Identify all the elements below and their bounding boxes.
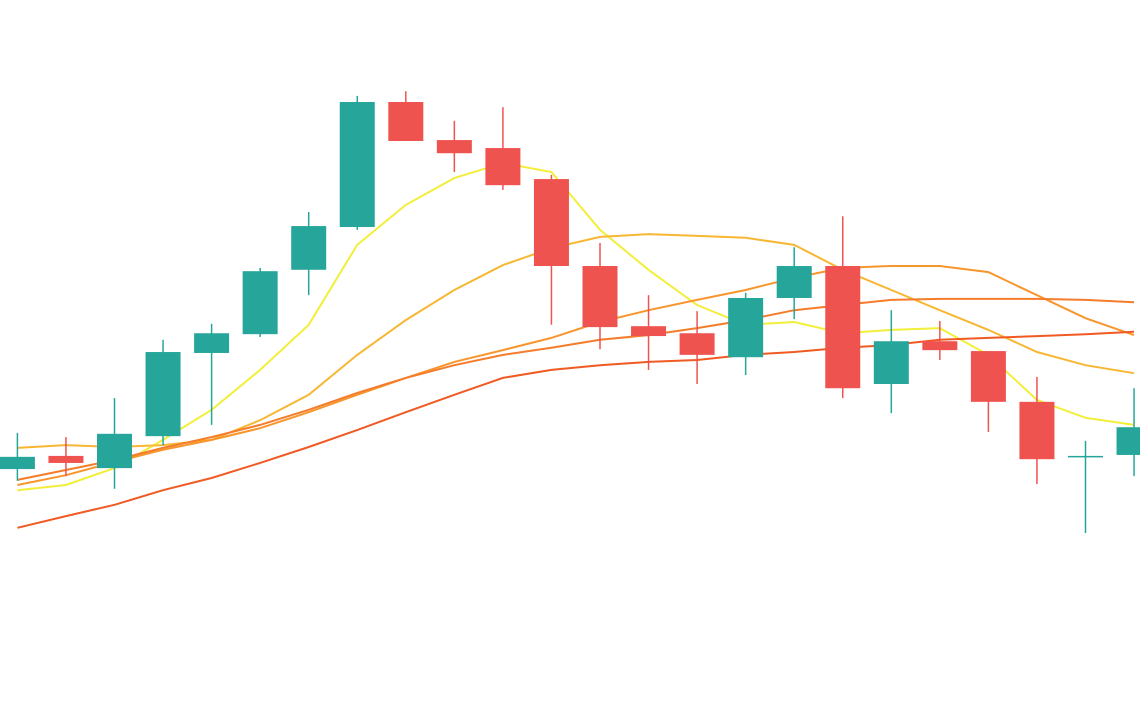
candle-body bbox=[339, 101, 375, 228]
candle-body bbox=[533, 179, 569, 267]
candle-body bbox=[145, 352, 181, 437]
moving-average-line bbox=[17, 297, 1135, 481]
candle-body bbox=[1019, 401, 1055, 460]
candle-body bbox=[0, 456, 35, 470]
candle-body bbox=[436, 140, 472, 154]
candles bbox=[0, 91, 1140, 533]
candle-body bbox=[728, 297, 764, 358]
candle-body bbox=[1116, 427, 1140, 455]
candle-body bbox=[922, 341, 958, 351]
candle-body bbox=[970, 351, 1006, 402]
candle-body bbox=[776, 266, 812, 298]
candle-body bbox=[825, 266, 861, 389]
candle-body bbox=[873, 341, 909, 384]
candle-body bbox=[242, 271, 278, 335]
moving-average-line bbox=[17, 162, 1135, 492]
candle-body bbox=[291, 226, 327, 270]
candle-body bbox=[631, 326, 667, 337]
moving-average-line bbox=[17, 265, 1135, 486]
candle-body bbox=[485, 148, 521, 186]
moving-averages bbox=[17, 162, 1135, 529]
moving-average-line bbox=[17, 330, 1135, 529]
candle-body bbox=[388, 101, 424, 141]
candle-body bbox=[97, 433, 132, 469]
candle-body bbox=[48, 455, 84, 463]
moving-average-line bbox=[17, 233, 1135, 449]
candle-body bbox=[582, 266, 618, 328]
candle-body bbox=[194, 333, 230, 353]
candle-body bbox=[1068, 455, 1103, 458]
candle-body bbox=[679, 333, 715, 355]
